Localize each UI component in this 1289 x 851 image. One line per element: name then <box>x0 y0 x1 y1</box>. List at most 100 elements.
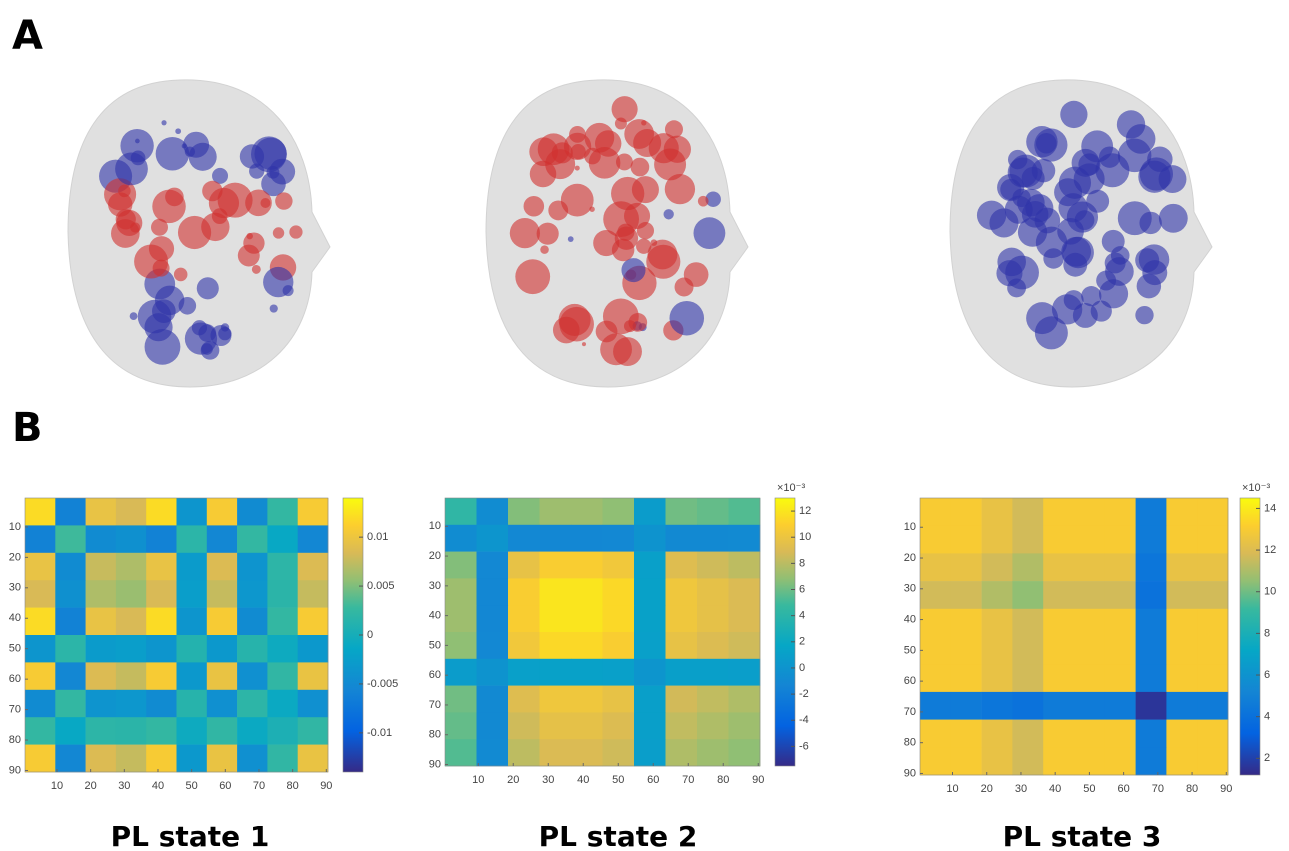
heatmap-cell <box>697 578 729 605</box>
heatmap-cell <box>982 526 1013 554</box>
heatmap-cell <box>25 580 56 608</box>
heatmap-cell <box>298 690 329 718</box>
node-sphere <box>249 163 264 178</box>
heatmap-cell <box>477 498 509 525</box>
heatmap-cell <box>267 635 298 663</box>
colorbar-tick-label: 12 <box>799 505 811 517</box>
heatmap-cell <box>25 553 56 581</box>
heatmap-cell <box>298 498 329 526</box>
heatmap-cell <box>86 580 117 608</box>
heatmap-cell <box>1105 581 1136 609</box>
heatmap-cell <box>1074 664 1105 692</box>
y-tick-label: 90 <box>9 764 21 776</box>
x-tick-label: 40 <box>1049 783 1061 795</box>
node-sphere <box>1005 196 1033 224</box>
heatmap-cell <box>1197 747 1228 775</box>
heatmap-cell <box>729 578 761 605</box>
heatmap-cell <box>634 605 666 632</box>
heatmap-cell <box>508 686 540 713</box>
y-tick-label: 60 <box>9 673 21 685</box>
heatmap-cell <box>1074 637 1105 665</box>
node-sphere <box>269 159 295 185</box>
node-sphere <box>270 304 278 312</box>
heatmap-cell <box>116 608 147 636</box>
heatmap-cell <box>1197 637 1228 665</box>
heatmap-cell <box>445 578 477 605</box>
heatmap-cell <box>116 553 147 581</box>
node-sphere <box>515 259 550 294</box>
y-tick-label: 70 <box>904 706 916 718</box>
heatmap-cell <box>951 498 982 526</box>
heatmap-cell <box>86 717 117 745</box>
heatmap-cell <box>1074 553 1105 581</box>
heatmap-cell <box>445 552 477 579</box>
heatmap-cell <box>1043 692 1074 720</box>
heatmap-cell <box>540 605 572 632</box>
node-sphere <box>1008 150 1027 169</box>
heatmap-cell <box>298 608 329 636</box>
x-tick-label: 70 <box>682 774 694 786</box>
heatmap-cell <box>1136 498 1167 526</box>
heatmap: 1020304050607080901020304050607080902468… <box>904 482 1277 851</box>
heatmap-cell <box>298 635 329 663</box>
heatmap-cell <box>298 717 329 745</box>
node-sphere <box>263 267 293 297</box>
heatmap-cell <box>237 498 268 526</box>
node-sphere <box>201 213 229 241</box>
heatmap-cell <box>267 745 298 773</box>
colorbar-tick-label: -6 <box>799 740 809 752</box>
heatmap-cell <box>177 690 208 718</box>
heatmap-cell <box>697 632 729 659</box>
heatmap-cell <box>540 712 572 739</box>
heatmap-cell <box>540 739 572 766</box>
heatmap-cell <box>146 745 177 773</box>
heatmap-cell <box>1136 553 1167 581</box>
heatmap-cell <box>1105 664 1136 692</box>
x-tick-label: 90 <box>752 774 764 786</box>
heatmap-cell <box>1043 747 1074 775</box>
heatmap-cell <box>1012 747 1043 775</box>
heatmap-cell <box>55 553 86 581</box>
x-tick-label: 10 <box>472 774 484 786</box>
heatmap-cell <box>55 662 86 690</box>
node-sphere <box>538 133 570 165</box>
node-sphere <box>636 239 651 254</box>
heatmap-cell <box>571 686 603 713</box>
heatmap-cell <box>951 692 982 720</box>
y-tick-label: 30 <box>429 580 441 592</box>
heatmap-cell <box>86 745 117 773</box>
heatmap-cell <box>146 662 177 690</box>
colorbar-tick-label: 0.01 <box>367 531 388 543</box>
heatmap-cell <box>25 525 56 553</box>
heatmap-cell <box>634 498 666 525</box>
heatmap-cell <box>1197 553 1228 581</box>
brain-renderings <box>68 80 1212 387</box>
heatmap-cell <box>729 498 761 525</box>
heatmap-cell <box>571 525 603 552</box>
heatmap-cell <box>445 712 477 739</box>
node-sphere <box>152 190 185 223</box>
heatmap-cell <box>177 553 208 581</box>
heatmap-cell <box>1197 720 1228 748</box>
heatmap-cell <box>508 552 540 579</box>
colorbar-tick-label: 4 <box>1264 711 1270 723</box>
node-sphere <box>1159 204 1188 233</box>
node-sphere <box>612 239 634 261</box>
node-sphere <box>1138 161 1170 193</box>
heatmap-cell <box>666 605 698 632</box>
node-sphere <box>1105 252 1126 273</box>
heatmap-cell <box>603 552 635 579</box>
node-sphere <box>628 313 647 332</box>
y-tick-label: 10 <box>9 521 21 533</box>
heatmap-cell <box>603 686 635 713</box>
heatmap-cell <box>146 690 177 718</box>
heatmap-cell <box>116 525 147 553</box>
heatmap-cell <box>571 498 603 525</box>
heatmap-cell <box>1105 692 1136 720</box>
heatmap-cell <box>445 632 477 659</box>
heatmap-cell <box>951 609 982 637</box>
heatmap-cell <box>666 712 698 739</box>
heatmap-cell <box>445 686 477 713</box>
heatmap-cell <box>634 712 666 739</box>
heatmap-cell <box>1012 637 1043 665</box>
